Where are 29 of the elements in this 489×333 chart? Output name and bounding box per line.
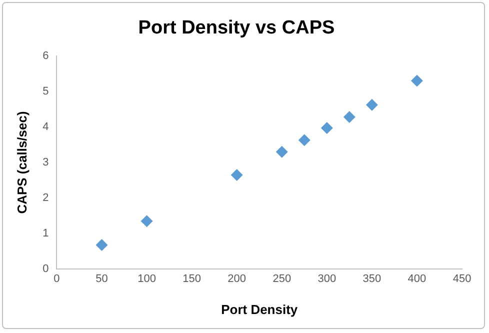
y-tick-label: 0 xyxy=(42,263,49,276)
point xyxy=(343,110,356,123)
chart-title: Port Density vs CAPS xyxy=(138,18,335,39)
point xyxy=(96,239,108,252)
y-axis-title: CAPS (calls/sec) xyxy=(14,111,30,214)
x-tick-label: 200 xyxy=(228,272,246,285)
point xyxy=(366,98,378,111)
point xyxy=(320,122,333,134)
x-axis-title: Port Density xyxy=(221,302,298,317)
y-tick-label: 2 xyxy=(42,192,49,204)
x-tick-label: 450 xyxy=(452,272,472,285)
point xyxy=(410,74,423,87)
point xyxy=(140,215,153,228)
point xyxy=(298,134,310,146)
x-tick-label: 100 xyxy=(138,272,156,285)
x-tick-label: 50 xyxy=(96,272,108,285)
y-tick-label: 6 xyxy=(42,50,49,62)
x-tick-label: 350 xyxy=(362,272,382,285)
point xyxy=(230,168,243,181)
x-tick-label: 400 xyxy=(408,272,426,285)
y-tick-label: 1 xyxy=(42,228,49,240)
y-tick-label: 3 xyxy=(42,156,49,169)
y-tick-label: 5 xyxy=(42,85,49,98)
x-tick-label: 0 xyxy=(54,272,60,285)
x-tick-label: 250 xyxy=(272,272,292,285)
point xyxy=(276,146,288,158)
x-tick-label: 150 xyxy=(182,272,201,285)
x-tick-label: 300 xyxy=(318,272,336,285)
y-tick-label: 4 xyxy=(42,120,49,133)
